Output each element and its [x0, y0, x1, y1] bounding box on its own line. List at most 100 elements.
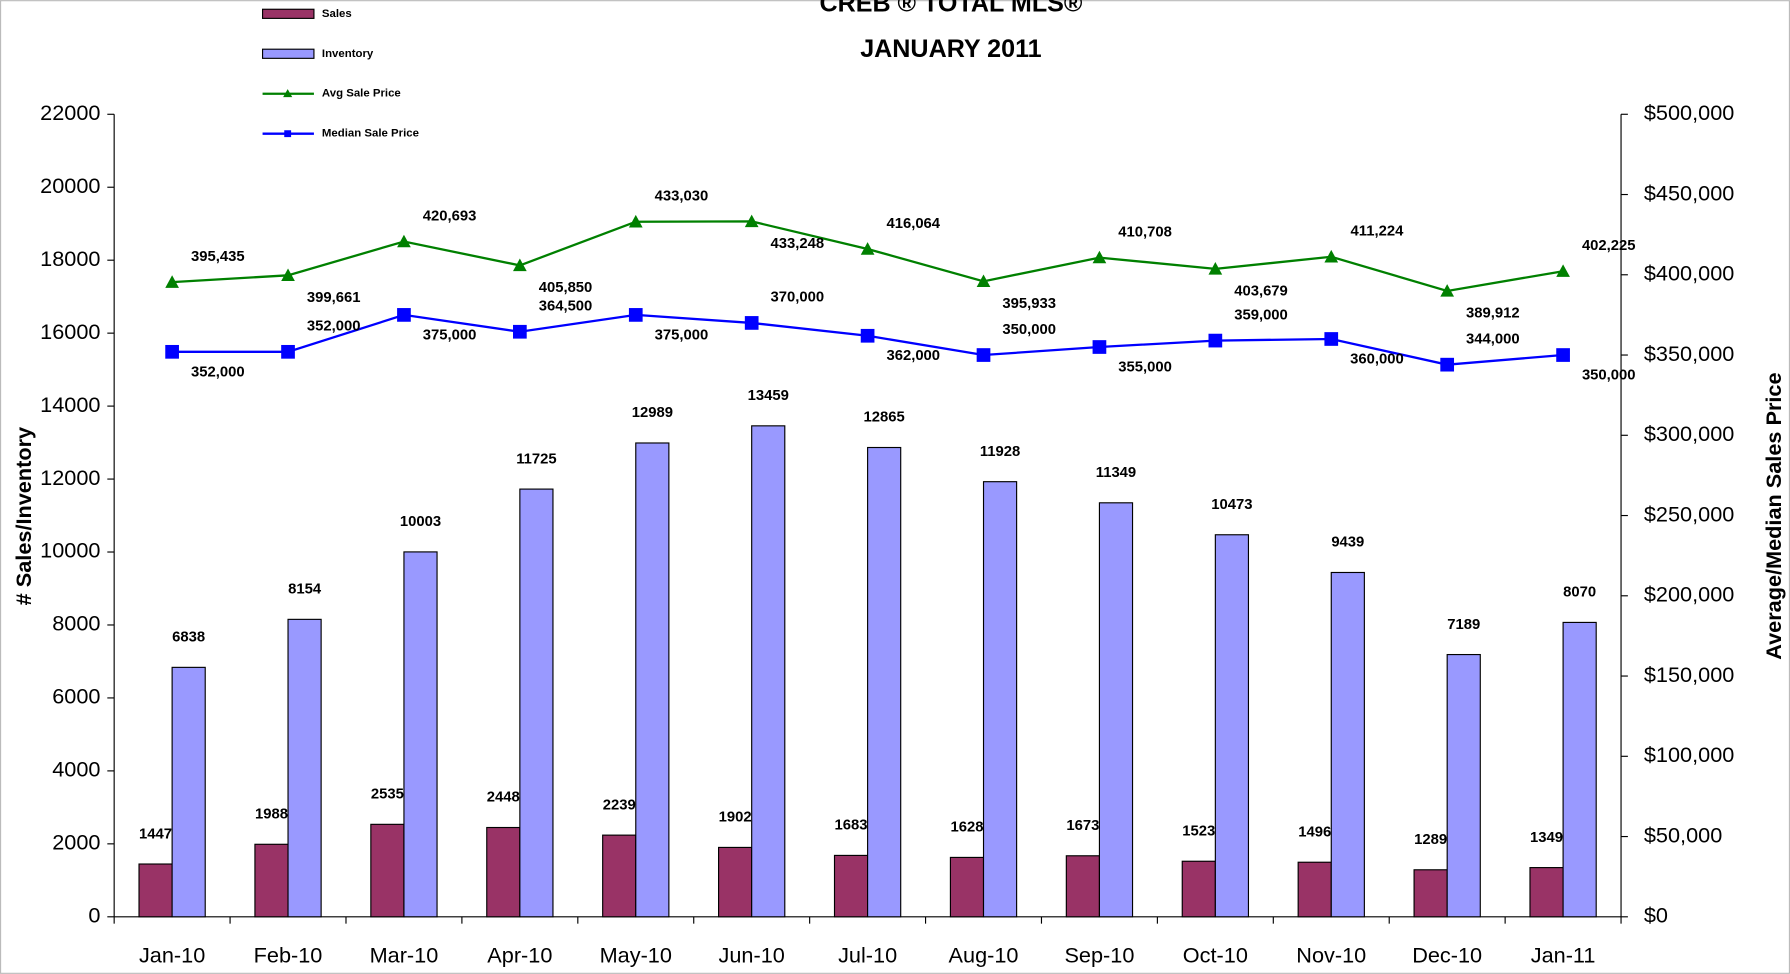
bar	[1214, 534, 1250, 918]
bar-value-label: 1902	[719, 810, 752, 826]
bar-value-label: 7189	[1447, 617, 1480, 633]
y-tick-label: 0	[88, 903, 100, 928]
marker	[1440, 284, 1455, 297]
legend-label: Avg Sale Price	[322, 88, 401, 100]
bar	[403, 551, 438, 918]
x-tick-label: Nov-10	[1296, 942, 1366, 967]
y2-tick-label: $50,000	[1644, 822, 1722, 847]
bar-value-label: 1683	[835, 818, 868, 834]
bar	[1181, 860, 1216, 918]
line-value-label: 350,000	[1002, 322, 1056, 338]
bar-value-label: 11928	[980, 444, 1020, 460]
y2-tick-label: $400,000	[1644, 261, 1734, 286]
bar	[949, 856, 985, 918]
bar-value-label: 2448	[487, 790, 520, 806]
bar	[138, 863, 173, 918]
bar	[1297, 861, 1332, 918]
y-axis-label: # Sales/Inventory	[11, 427, 36, 605]
bar-value-label: 2239	[603, 797, 636, 813]
y2-tick-label: $0	[1644, 903, 1668, 928]
y-tick-label: 22000	[40, 100, 100, 125]
line-value-label: 433,030	[655, 189, 709, 205]
bar-value-label: 6838	[172, 630, 205, 646]
legend-marker	[283, 89, 293, 98]
marker	[976, 348, 991, 362]
marker	[513, 324, 527, 339]
bar-value-label: 1289	[1414, 832, 1447, 848]
bar-value-label: 1628	[950, 820, 983, 836]
marker	[1324, 332, 1339, 346]
y2-axis-label: Average/Median Sales Price	[1761, 372, 1786, 659]
y-tick-label: 12000	[40, 465, 100, 490]
bar-value-label: 10473	[1211, 497, 1252, 513]
line-value-label: 355,000	[1118, 359, 1172, 375]
marker	[1092, 340, 1107, 354]
marker	[1440, 357, 1455, 372]
line-value-label: 375,000	[423, 327, 477, 343]
line-value-label: 389,912	[1466, 306, 1520, 322]
bar-value-label: 11349	[1096, 465, 1136, 481]
legend-label: Median Sale Price	[322, 128, 419, 140]
bar-value-label: 10003	[400, 514, 441, 530]
y-tick-label: 14000	[40, 392, 100, 417]
line-value-label: 399,661	[307, 290, 361, 306]
bar-value-label: 8070	[1563, 585, 1596, 601]
x-tick-label: Jun-10	[719, 942, 785, 967]
bar	[1562, 621, 1597, 918]
x-tick-label: Dec-10	[1412, 942, 1482, 967]
y-tick-label: 6000	[52, 684, 100, 709]
marker	[744, 214, 759, 228]
bar	[370, 823, 405, 918]
marker	[744, 316, 759, 330]
x-tick-label: Apr-10	[487, 942, 552, 967]
y2-tick-label: $350,000	[1644, 341, 1734, 366]
marker	[397, 308, 411, 322]
line-value-label: 420,693	[423, 208, 477, 224]
line-value-label: 350,000	[1582, 368, 1636, 384]
y2-tick-label: $250,000	[1644, 501, 1734, 526]
y-tick-label: 8000	[52, 611, 100, 636]
x-tick-label: Feb-10	[254, 942, 323, 967]
bar	[602, 834, 637, 918]
line-value-label: 416,064	[886, 216, 940, 232]
line-value-label: 433,248	[771, 236, 825, 252]
bar	[635, 442, 670, 918]
legend-marker	[284, 130, 292, 138]
y2-tick-label: $100,000	[1644, 742, 1734, 767]
marker	[165, 275, 179, 288]
y-tick-label: 2000	[52, 830, 100, 855]
line-value-label: 410,708	[1118, 224, 1172, 240]
bar	[171, 666, 206, 918]
marker	[1208, 333, 1223, 348]
bar	[1413, 869, 1448, 918]
bar-value-label: 12989	[632, 405, 673, 421]
bar	[1529, 867, 1564, 918]
bar-value-label: 13459	[748, 388, 789, 404]
marker	[976, 274, 991, 288]
legend-swatch	[261, 48, 315, 59]
bar-value-label: 1447	[139, 826, 172, 842]
bar	[1446, 653, 1481, 918]
legend-swatch	[261, 8, 315, 19]
chart-title: CREB ® TOTAL MLS®	[819, 0, 1082, 17]
line-value-label: 362,000	[886, 348, 940, 364]
bar-value-label: 2535	[371, 787, 404, 803]
line-value-label: 395,435	[191, 249, 245, 265]
bar	[867, 446, 902, 918]
line-value-label: 405,850	[539, 280, 593, 296]
x-tick-label: May-10	[600, 942, 672, 967]
bar-value-label: 1349	[1530, 830, 1563, 846]
y2-tick-label: $200,000	[1644, 582, 1734, 607]
line-value-label: 360,000	[1350, 351, 1404, 367]
x-tick-label: Jan-11	[1531, 942, 1596, 967]
line-value-label: 359,000	[1234, 307, 1288, 323]
line-value-label: 364,500	[539, 299, 593, 315]
bar-value-label: 8154	[288, 582, 322, 598]
y-tick-label: 20000	[40, 173, 100, 198]
y-tick-label: 18000	[40, 246, 100, 271]
bar	[287, 618, 322, 918]
marker	[1092, 250, 1107, 264]
bar-value-label: 11725	[516, 451, 556, 467]
marker	[513, 258, 527, 272]
line-value-label: 375,000	[655, 327, 709, 343]
